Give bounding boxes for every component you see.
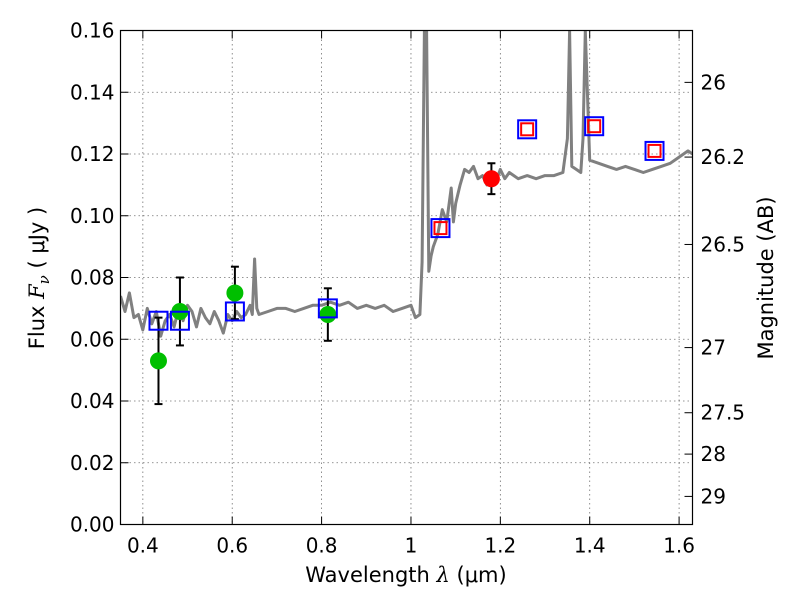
model-photometry-square <box>148 310 169 331</box>
observed-photometry-ir-point <box>482 170 500 188</box>
model-photometry-inner-square <box>647 143 662 158</box>
model-photometry-square <box>317 298 338 319</box>
model-photometry-square <box>644 140 665 161</box>
y-tick-label: 0.00 <box>70 513 115 537</box>
tick-layer: 0.4 0.6 0.8 1 1.2 1.4 1.6 0.00 0.02 0.04 0.06 0.08 0… <box>70 19 745 558</box>
y-tick-label: 0.02 <box>70 451 115 475</box>
y2-tick-label: 27.5 <box>701 401 746 425</box>
model-photometry-square <box>584 116 605 137</box>
y-axis-label: Flux Fν ( μJy ) <box>25 207 53 349</box>
observed-photometry-point <box>149 352 167 370</box>
y2-tick-label: 27 <box>701 336 726 360</box>
model-photometry-inner-square <box>433 221 448 236</box>
model-photometry-square <box>224 301 245 322</box>
series-layer <box>120 30 693 406</box>
y2-tick-label: 26.5 <box>701 232 746 256</box>
observed-photometry-point <box>226 284 244 302</box>
x-tick-label: 1.4 <box>574 534 606 558</box>
x-tick-label: 0.4 <box>127 534 159 558</box>
y-tick-label: 0.14 <box>70 80 115 104</box>
x-tick-label: 1.2 <box>484 534 516 558</box>
observed-photometry-point <box>319 306 337 324</box>
y2-tick-label: 26 <box>701 70 726 94</box>
grid-layer <box>120 30 693 525</box>
x-tick-label: 1.6 <box>663 534 695 558</box>
y2-axis-label: Magnitude (AB) <box>754 196 778 359</box>
x-tick-label: 1 <box>405 534 418 558</box>
model-photometry-square <box>169 310 190 331</box>
y2-tick-label: 28 <box>701 442 726 466</box>
y-tick-label: 0.10 <box>70 204 115 228</box>
y-tick-label: 0.12 <box>70 142 115 166</box>
model-spectrum-line <box>120 30 693 338</box>
model-photometry-square <box>517 119 538 140</box>
model-photometry-inner-square <box>520 122 535 137</box>
y-tick-label: 0.16 <box>70 19 115 43</box>
y2-tick-label: 29 <box>701 484 726 508</box>
y2-tick-label: 26.2 <box>701 145 746 169</box>
x-axis-label: Wavelength λ (μm) <box>305 563 506 587</box>
model-photometry-inner-square <box>587 119 602 134</box>
y-tick-label: 0.04 <box>70 389 115 413</box>
x-tick-label: 0.8 <box>306 534 338 558</box>
model-photometry-square <box>430 218 451 239</box>
x-tick-label: 0.6 <box>216 534 248 558</box>
y-tick-label: 0.06 <box>70 327 115 351</box>
y-tick-label: 0.08 <box>70 266 115 290</box>
